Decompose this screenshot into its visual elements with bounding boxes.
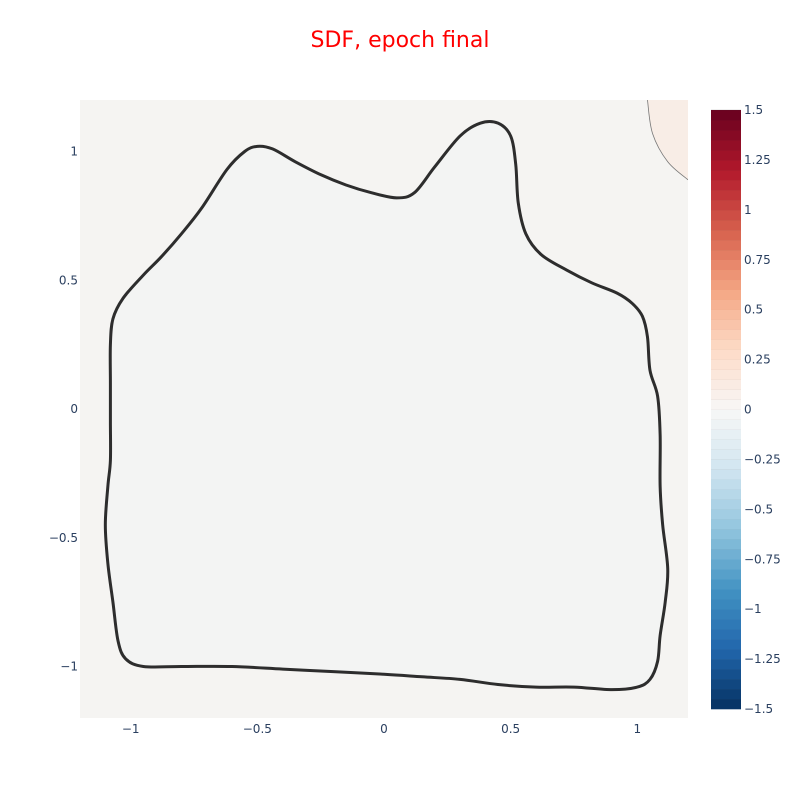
colorbar-band bbox=[711, 399, 741, 410]
colorbar-band bbox=[711, 689, 741, 700]
colorbar-band bbox=[711, 349, 741, 360]
colorbar-band bbox=[711, 699, 741, 710]
colorbar-tick-label: 0.25 bbox=[744, 353, 771, 367]
colorbar-band bbox=[711, 429, 741, 440]
colorbar-band bbox=[711, 559, 741, 570]
colorbar-band bbox=[711, 359, 741, 370]
colorbar-band bbox=[711, 299, 741, 310]
colorbar-tick-label: 1.5 bbox=[744, 103, 763, 117]
colorbar-tick-label: 0.5 bbox=[744, 303, 763, 317]
colorbar-band bbox=[711, 209, 741, 221]
corner-region bbox=[647, 100, 688, 180]
colorbar-tick-label: 1 bbox=[744, 203, 752, 217]
colorbar-band bbox=[711, 589, 741, 600]
x-tick-label: −1 bbox=[122, 722, 140, 736]
colorbar-band bbox=[711, 309, 741, 320]
colorbar-tick-label: 0.75 bbox=[744, 253, 771, 267]
colorbar-band bbox=[711, 659, 741, 670]
colorbar-tick-label: −1.5 bbox=[744, 702, 773, 716]
colorbar-band bbox=[711, 409, 741, 420]
colorbar-band bbox=[711, 379, 741, 390]
colorbar-band bbox=[711, 459, 741, 470]
colorbar-band bbox=[711, 189, 741, 201]
colorbar-band bbox=[711, 479, 741, 490]
x-tick-label: 0.5 bbox=[501, 722, 520, 736]
colorbar-band bbox=[711, 149, 741, 161]
colorbar-band bbox=[711, 439, 741, 450]
colorbar-band bbox=[711, 579, 741, 590]
colorbar-band bbox=[711, 649, 741, 660]
y-tick-label: 1 bbox=[70, 145, 78, 159]
colorbar-band bbox=[711, 179, 741, 191]
colorbar-band bbox=[711, 259, 741, 271]
colorbar-band bbox=[711, 499, 741, 510]
colorbar-band bbox=[711, 229, 741, 241]
colorbar-band bbox=[711, 169, 741, 181]
colorbar-band bbox=[711, 139, 741, 151]
colorbar: 1.5 1.25 1 0.75 0.5 0.25 0 −0.25 −0.5 −0.75 −1 −1.2… bbox=[711, 103, 781, 716]
colorbar-band bbox=[711, 239, 741, 251]
colorbar-band bbox=[711, 629, 741, 640]
colorbar-tick-label: −0.75 bbox=[744, 552, 781, 566]
colorbar-band bbox=[711, 369, 741, 380]
colorbar-band bbox=[711, 549, 741, 560]
colorbar-band bbox=[711, 339, 741, 350]
colorbar-band bbox=[711, 319, 741, 330]
colorbar-band bbox=[711, 509, 741, 520]
x-axis: −1 −0.5 0 0.5 1 bbox=[122, 722, 641, 736]
colorbar-band bbox=[711, 129, 741, 141]
colorbar-band bbox=[711, 519, 741, 530]
interior-region bbox=[105, 121, 668, 690]
x-tick-label: 0 bbox=[380, 722, 388, 736]
colorbar-band bbox=[711, 619, 741, 630]
colorbar-tick-label: −0.25 bbox=[744, 452, 781, 466]
colorbar-band bbox=[711, 469, 741, 480]
colorbar-tick-label: −0.5 bbox=[744, 502, 773, 516]
colorbar-band bbox=[711, 159, 741, 171]
colorbar-band bbox=[711, 219, 741, 231]
x-tick-label: 1 bbox=[634, 722, 642, 736]
colorbar-band bbox=[711, 199, 741, 211]
colorbar-band bbox=[711, 599, 741, 610]
colorbar-band bbox=[711, 119, 741, 131]
colorbar-tick-label: 1.25 bbox=[744, 153, 771, 167]
zero-level-contour bbox=[103, 120, 670, 692]
colorbar-band bbox=[711, 569, 741, 580]
y-tick-label: 0.5 bbox=[59, 273, 78, 287]
y-tick-label: −1 bbox=[60, 660, 78, 674]
chart-title: SDF, epoch final bbox=[311, 28, 490, 53]
colorbar-tick-label: −1.25 bbox=[744, 652, 781, 666]
y-tick-label: 0 bbox=[70, 402, 78, 416]
colorbar-tick-label: 0 bbox=[744, 403, 752, 417]
colorbar-band bbox=[711, 249, 741, 261]
colorbar-band bbox=[711, 669, 741, 680]
colorbar-band bbox=[711, 289, 741, 300]
colorbar-band bbox=[711, 419, 741, 430]
colorbar-band bbox=[711, 489, 741, 500]
colorbar-band bbox=[711, 539, 741, 550]
colorbar-band bbox=[711, 269, 741, 281]
colorbar-band bbox=[711, 529, 741, 540]
colorbar-band bbox=[711, 389, 741, 400]
colorbar-tick-label: −1 bbox=[744, 602, 762, 616]
colorbar-band bbox=[711, 679, 741, 690]
plot-area bbox=[80, 100, 688, 718]
colorbar-band bbox=[711, 639, 741, 650]
y-axis: −1 −0.5 0 0.5 1 bbox=[49, 145, 78, 674]
x-tick-label: −0.5 bbox=[243, 722, 272, 736]
colorbar-band bbox=[711, 110, 741, 121]
colorbar-band bbox=[711, 449, 741, 460]
corner-contour-line bbox=[647, 100, 688, 181]
colorbar-band bbox=[711, 279, 741, 290]
colorbar-band bbox=[711, 609, 741, 620]
y-tick-label: −0.5 bbox=[49, 531, 78, 545]
colorbar-band bbox=[711, 329, 741, 340]
